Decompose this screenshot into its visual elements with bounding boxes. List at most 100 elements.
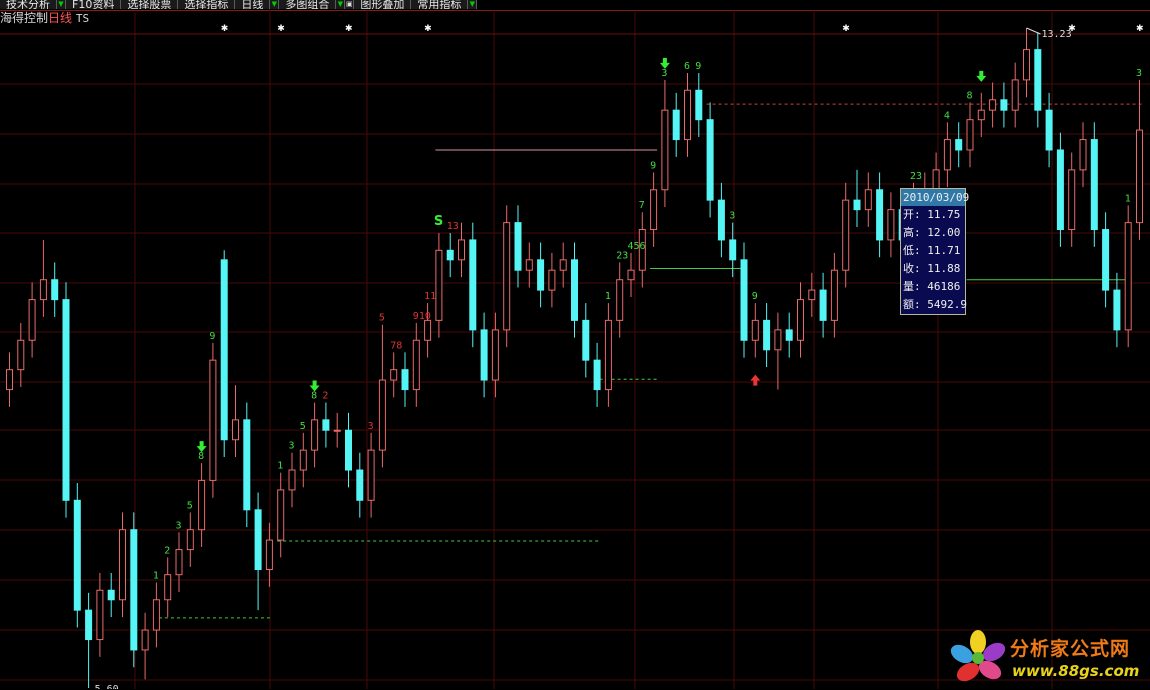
candle-down (1000, 99, 1008, 111)
logo-url[interactable]: www.88gs.com (1012, 662, 1140, 680)
setup-count-label: 9 (650, 160, 656, 171)
candle-down (62, 299, 70, 501)
setup-count-label: 1 (277, 461, 283, 472)
candle-down (819, 289, 827, 321)
candle-down (955, 139, 963, 151)
setup-count-label: 9 (209, 331, 215, 342)
top-marker-icon: ✱ (424, 24, 432, 34)
candle-up (943, 139, 951, 171)
logo-name: 分析家公式网 (1010, 638, 1131, 660)
toolbar-button[interactable]: 选择指标 (178, 0, 236, 9)
toolbar-button[interactable]: 技术分析 (0, 0, 57, 9)
s-mark-icon: S (434, 214, 443, 229)
candle-up (604, 319, 612, 391)
chevron-down-icon[interactable]: ▼ (57, 0, 66, 9)
chevron-down-icon[interactable]: ▼ (270, 0, 280, 9)
top-marker-icon: ✱ (842, 24, 850, 34)
candle-up (808, 289, 816, 301)
candle-up (966, 119, 974, 151)
setup-count-label: 9 (695, 61, 701, 72)
candle-up (548, 269, 556, 291)
candle-up (412, 339, 420, 391)
setup-count-label: 8 (967, 90, 973, 101)
candle-up (1011, 79, 1019, 111)
top-marker-icon: ✱ (1136, 24, 1144, 34)
candle-up (6, 369, 13, 391)
toolbar-button[interactable]: 图形叠加 (354, 0, 412, 9)
toolbar-button[interactable]: 多图组合 (279, 0, 337, 9)
candle-up (378, 379, 386, 451)
candle-down (582, 319, 590, 361)
tooltip-value: 11.71 (927, 244, 961, 257)
candle-up (684, 89, 691, 141)
candle-up (152, 599, 160, 631)
tooltip-row: 低: 11.71 (903, 244, 961, 257)
sell-arrow-icon (976, 70, 987, 82)
sell-arrow-icon (309, 380, 320, 392)
candle-up (797, 299, 804, 341)
candle-up (751, 319, 759, 341)
candle-down (1113, 289, 1121, 331)
top-marker-icon: ✱ (1068, 24, 1076, 34)
setup-count-label: 5 (379, 313, 385, 324)
candle-up (141, 629, 149, 651)
toolbar-button[interactable]: F10资料 (66, 0, 122, 9)
stock-name: 海得控制 (0, 11, 49, 25)
setup-count-label: 4 (944, 110, 950, 121)
period-label: 日线 (48, 11, 73, 25)
setup-count-label: 3 (289, 441, 295, 452)
candle-down (322, 419, 330, 431)
candle-down (740, 259, 748, 341)
chevron-down-icon[interactable]: ▼ (336, 0, 346, 9)
candle-down (1102, 229, 1110, 291)
candle-up (186, 529, 194, 551)
candle-down (593, 359, 601, 391)
candle-up (774, 329, 782, 351)
candle-down (706, 119, 714, 201)
setup-count-label: 1 (605, 291, 611, 302)
candle-up (650, 189, 658, 231)
candle-down (1034, 49, 1042, 111)
candle-down (876, 189, 884, 241)
candle-down (1056, 149, 1064, 231)
candle-up (627, 269, 635, 281)
candle-down (356, 469, 364, 501)
indicator-name: TS (75, 12, 90, 25)
tooltip-date: 2010/03/09 (901, 189, 970, 206)
candle-down (695, 89, 703, 121)
top-marker-icon: ✱ (221, 24, 229, 34)
tooltip-label: 收 (903, 262, 914, 275)
setup-count-label: 11 (424, 291, 436, 302)
candle-down (469, 239, 477, 331)
overlay-icon[interactable]: ▣ (345, 0, 355, 9)
candle-down (73, 499, 81, 611)
setup-count-label: 6 (684, 61, 690, 72)
candle-up (28, 299, 36, 341)
chevron-down-icon[interactable]: ▼ (468, 0, 478, 9)
candle-up (390, 369, 398, 381)
candle-up (39, 279, 47, 301)
candle-up (1023, 49, 1030, 81)
candle-up (932, 169, 940, 191)
setup-count-label: 910 (413, 311, 431, 322)
candle-up (164, 574, 172, 601)
toolbar-button[interactable]: 常用指标 (411, 0, 469, 9)
candle-down (220, 259, 228, 441)
candle-up (1136, 129, 1143, 224)
candle-up (559, 259, 567, 271)
tooltip-label: 开 (903, 208, 914, 221)
tooltip-label: 低 (903, 244, 914, 257)
flower-logo-icon (950, 630, 1006, 682)
candle-up (198, 479, 206, 531)
tooltip-row: 开: 11.75 (903, 208, 961, 221)
toolbar-button[interactable]: 日线 (235, 0, 271, 9)
tooltip-value: 11.75 (927, 208, 961, 221)
candle-down (254, 509, 262, 570)
max-pointer (1026, 27, 1041, 35)
setup-count-label: 23 (910, 171, 922, 182)
sell-arrow-icon (196, 441, 207, 453)
buy-arrow-icon (750, 374, 761, 386)
toolbar-button[interactable]: 选择股票 (121, 0, 179, 9)
candle-up (424, 319, 432, 341)
